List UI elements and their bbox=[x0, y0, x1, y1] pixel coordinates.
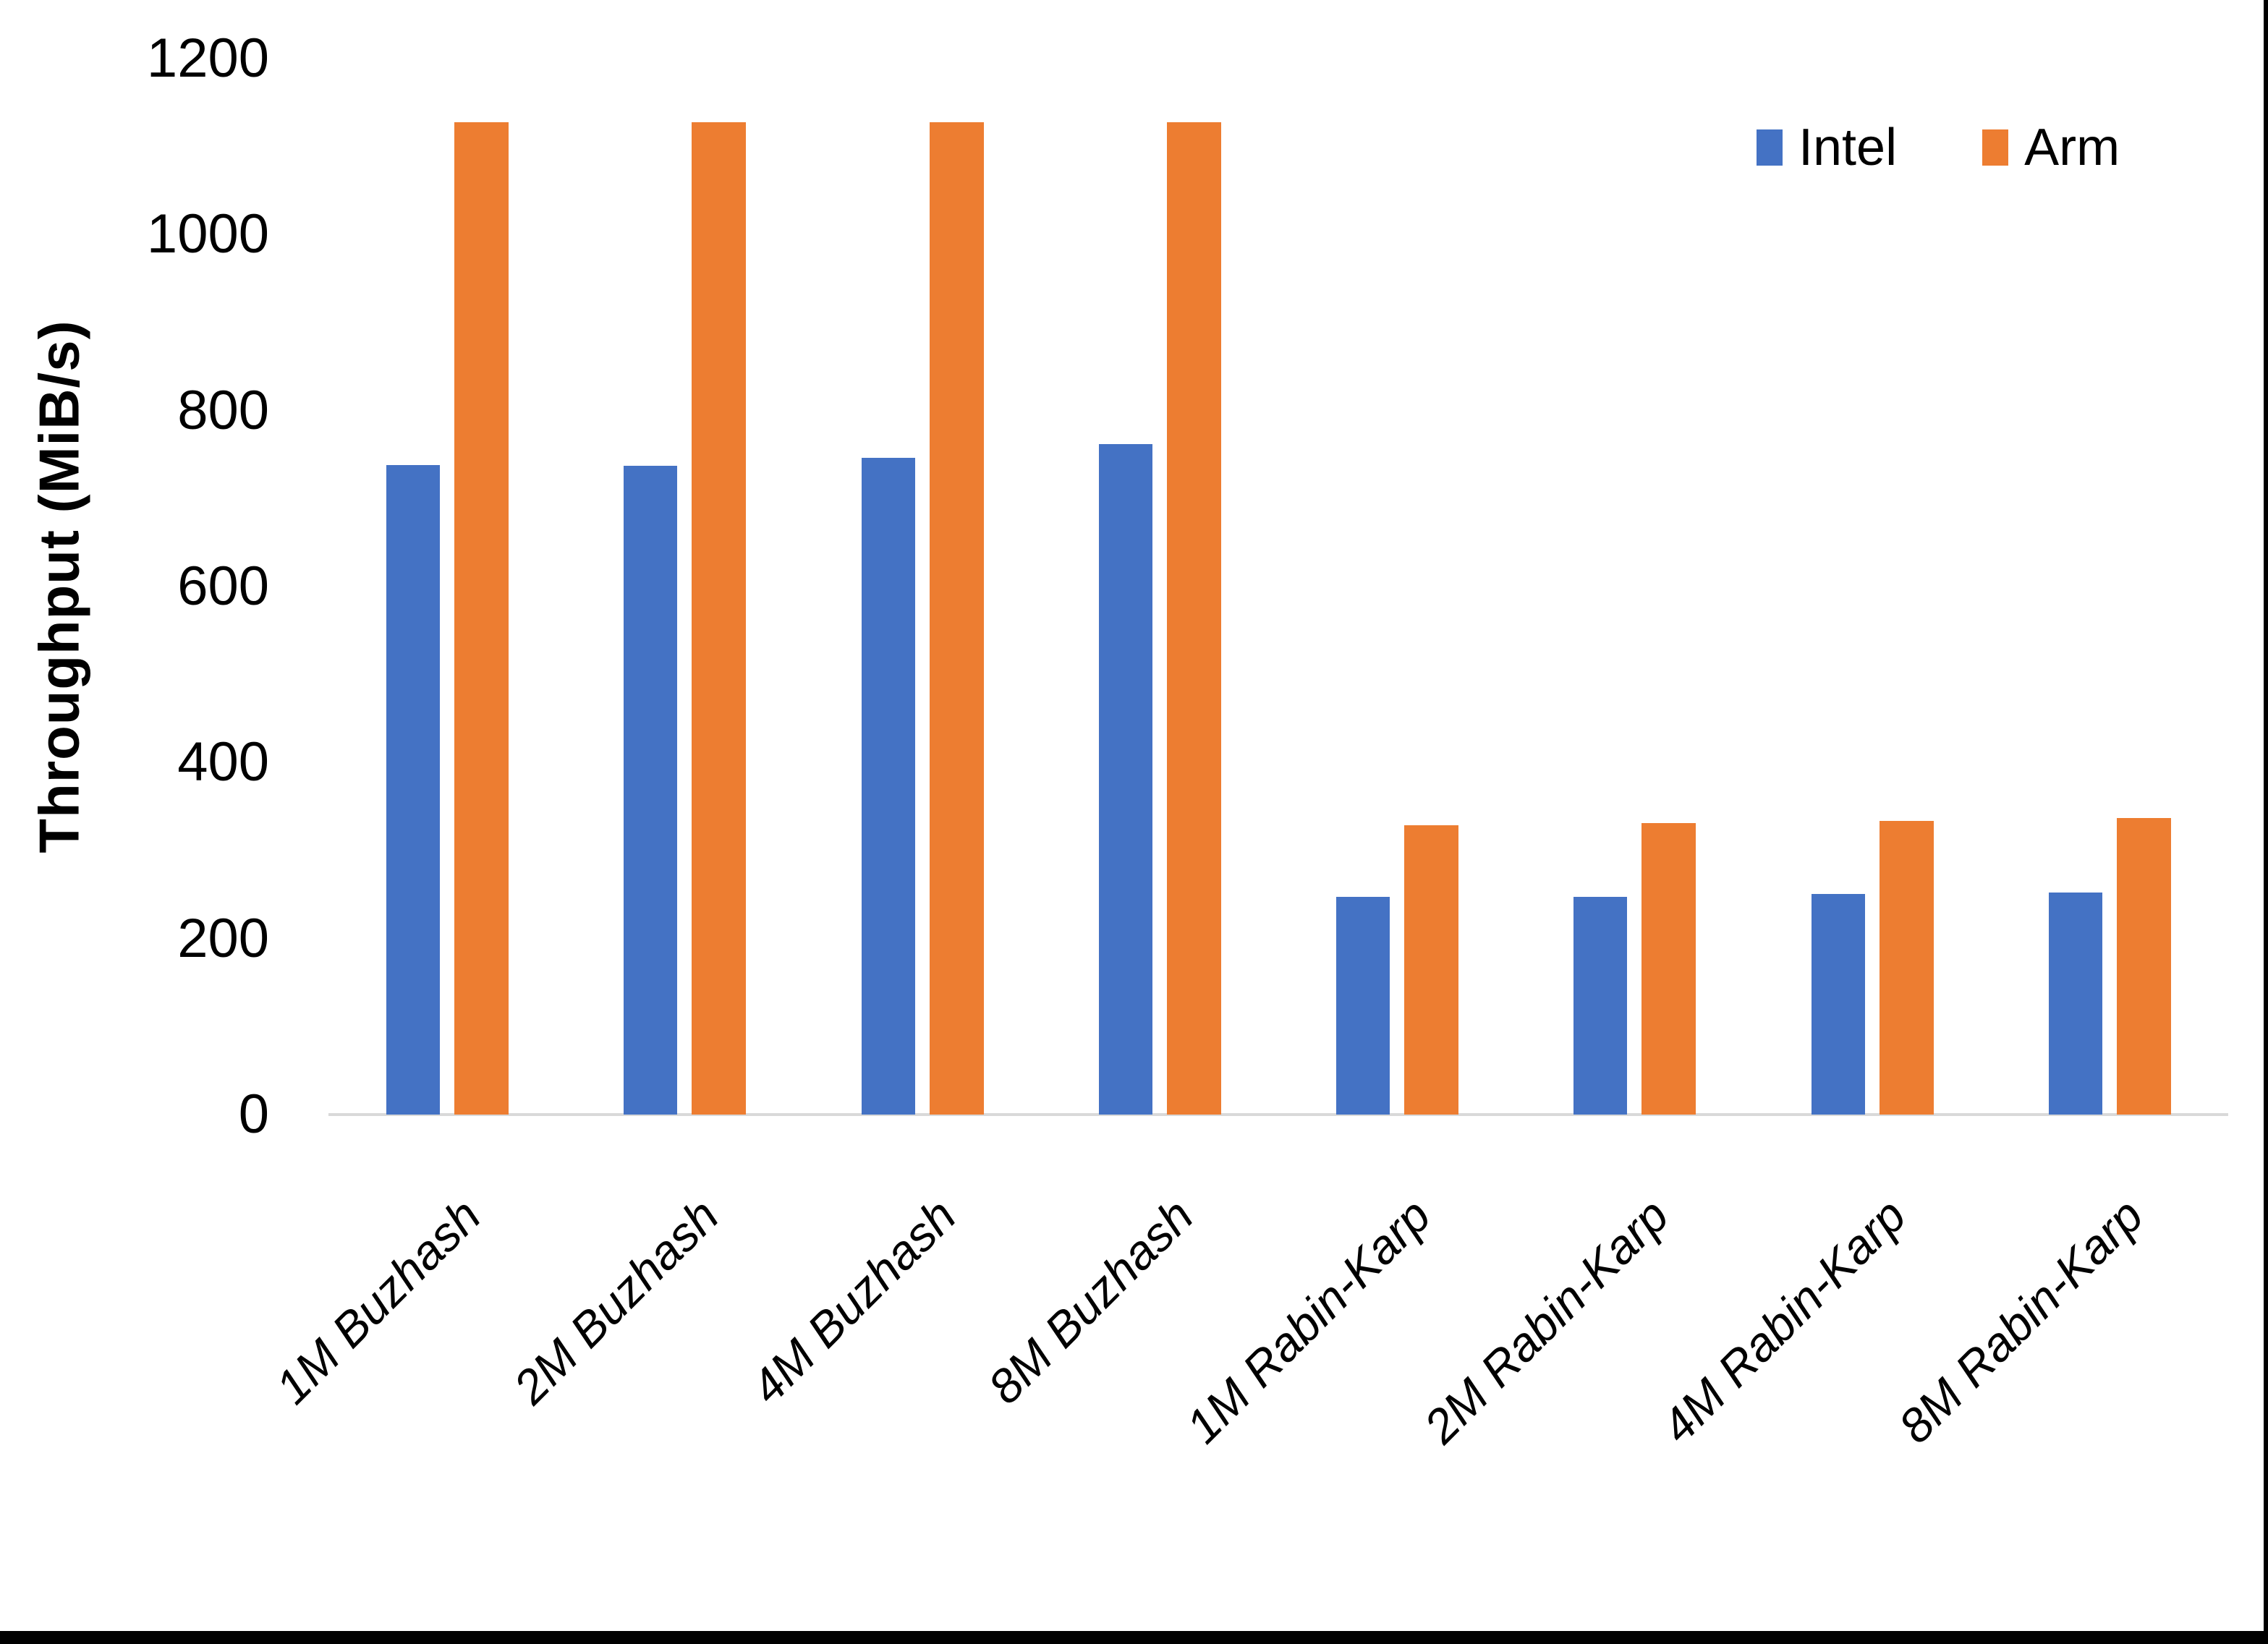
bar-arm-8 bbox=[2116, 817, 2171, 1115]
x-category-label: 8M Buzhash bbox=[977, 1188, 1204, 1414]
bar-intel-6 bbox=[1573, 897, 1628, 1115]
bar-intel-7 bbox=[1811, 893, 1865, 1115]
intel-series-label: Intel bbox=[1798, 119, 1898, 176]
x-axis-line bbox=[328, 1113, 2228, 1116]
x-category-label: 1M Buzhash bbox=[265, 1188, 491, 1414]
y-tick-label: 400 bbox=[177, 731, 269, 793]
legend-entry-intel: Intel bbox=[1757, 122, 1897, 174]
bar-arm-1 bbox=[454, 122, 509, 1115]
page-right-border bbox=[2264, 0, 2268, 1644]
arm-series-swatch bbox=[1982, 129, 2009, 166]
legend-entry-arm: Arm bbox=[1982, 122, 2120, 174]
arm-series-label: Arm bbox=[2024, 119, 2120, 176]
x-category-label: 2M Rabin-Karp bbox=[1413, 1188, 1678, 1454]
x-category-label: 8M Rabin-Karp bbox=[1888, 1188, 2154, 1454]
bar-arm-7 bbox=[1879, 820, 1934, 1115]
x-category-label: 2M Buzhash bbox=[502, 1188, 729, 1414]
y-tick-label: 200 bbox=[177, 907, 269, 969]
bar-arm-4 bbox=[1166, 122, 1221, 1115]
bar-intel-2 bbox=[624, 466, 678, 1115]
bar-arm-6 bbox=[1641, 823, 1696, 1115]
plot-area bbox=[328, 59, 2228, 1116]
intel-series-swatch bbox=[1757, 129, 1783, 166]
bar-intel-8 bbox=[2048, 893, 2102, 1115]
bar-intel-4 bbox=[1098, 443, 1152, 1115]
y-tick-label: 1000 bbox=[146, 203, 269, 265]
page-bottom-border bbox=[0, 1631, 2268, 1644]
y-tick-label: 1200 bbox=[146, 27, 269, 89]
legend: Intel Arm bbox=[1757, 122, 2120, 174]
bar-intel-5 bbox=[1336, 897, 1390, 1115]
bar-intel-1 bbox=[386, 465, 441, 1115]
y-tick-label: 600 bbox=[177, 555, 269, 617]
x-category-label: 1M Rabin-Karp bbox=[1176, 1188, 1441, 1454]
x-category-label: 4M Rabin-Karp bbox=[1650, 1188, 1916, 1454]
y-tick-label: 0 bbox=[238, 1083, 269, 1145]
y-tick-label: 800 bbox=[177, 379, 269, 441]
x-category-label: 4M Buzhash bbox=[740, 1188, 966, 1414]
bar-arm-3 bbox=[929, 122, 984, 1115]
bar-arm-2 bbox=[692, 122, 747, 1115]
bar-intel-3 bbox=[861, 458, 915, 1115]
bar-arm-5 bbox=[1404, 825, 1459, 1115]
